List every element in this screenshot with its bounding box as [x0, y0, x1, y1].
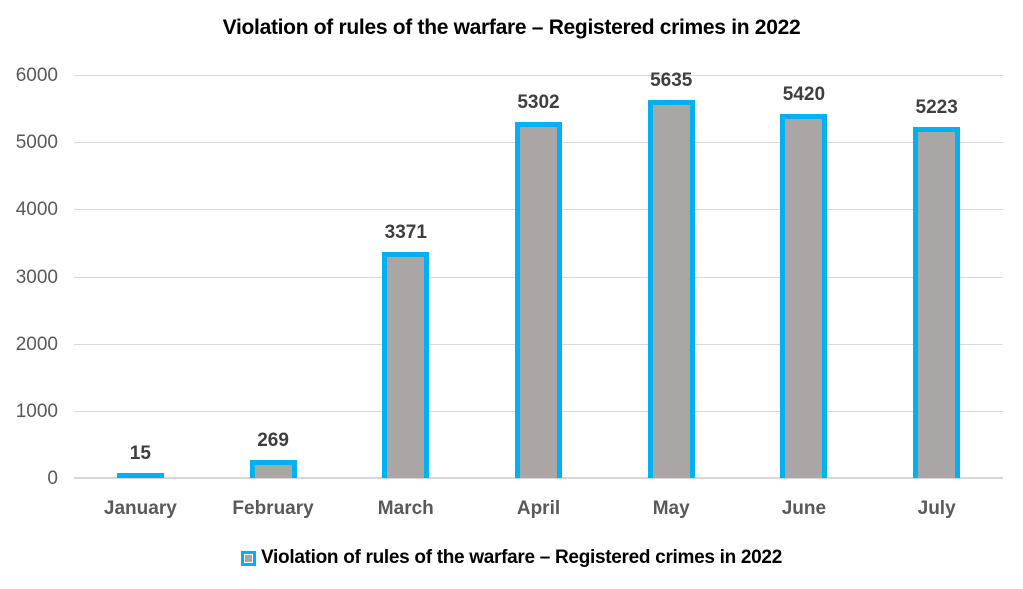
- data-label-march: 3371: [384, 221, 427, 243]
- data-label-february: 269: [257, 429, 289, 451]
- bar-may: [647, 99, 695, 478]
- x-tick-label-january: January: [103, 498, 177, 519]
- bar-june: [780, 113, 828, 478]
- y-tick-label-2000: 2000: [15, 333, 58, 355]
- x-tick-label-july: July: [917, 498, 956, 519]
- y-tick-label-5000: 5000: [15, 132, 58, 154]
- bar-january: [116, 473, 164, 478]
- bar-february: [249, 459, 297, 478]
- data-label-april: 5302: [517, 91, 560, 113]
- y-tick-label-3000: 3000: [15, 266, 58, 288]
- y-tick-label-0: 0: [47, 468, 58, 489]
- chart-title: Violation of rules of the warfare – Regi…: [222, 16, 801, 39]
- x-tick-label-february: February: [232, 498, 314, 519]
- x-axis-line: [74, 477, 1003, 479]
- bar-april: [515, 121, 562, 478]
- x-tick-label-june: June: [781, 498, 827, 519]
- legend-swatch-icon: [241, 550, 257, 566]
- bar-march: [382, 251, 430, 478]
- y-tick-label-1000: 1000: [15, 400, 58, 422]
- y-tick-label-6000: 6000: [15, 65, 58, 86]
- legend: Violation of rules of the warfare – Regi…: [0, 547, 1023, 569]
- x-tick-label-march: March: [377, 498, 434, 519]
- plot-area: 15 269 3371 5302 5635 5420 5223: [74, 70, 1003, 479]
- legend-label: Violation of rules of the warfare – Regi…: [261, 547, 782, 568]
- gridline-6000: [74, 75, 1003, 76]
- data-label-july: 5223: [915, 97, 958, 119]
- x-tick-label-may: May: [652, 498, 690, 519]
- data-label-june: 5420: [782, 83, 826, 105]
- data-label-may: 5635: [650, 69, 693, 91]
- y-tick-label-4000: 4000: [15, 199, 58, 221]
- bar-july: [913, 127, 961, 478]
- x-tick-label-april: April: [516, 498, 561, 519]
- data-label-january: 15: [129, 443, 151, 464]
